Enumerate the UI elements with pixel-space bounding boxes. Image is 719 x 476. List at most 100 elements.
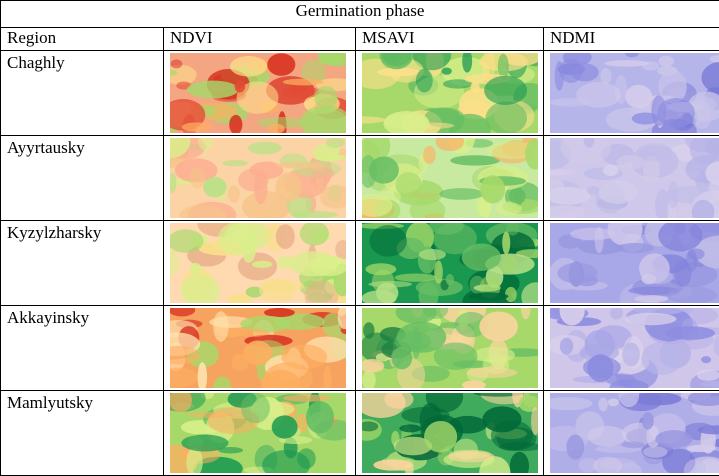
map-blob <box>688 248 705 259</box>
image-cell <box>164 391 356 476</box>
map-blob <box>598 181 638 204</box>
table-title: Germination phase <box>1 1 719 28</box>
table-row: Mamlyutsky <box>1 391 719 476</box>
map-blob <box>252 261 273 268</box>
map-blob <box>616 243 654 253</box>
ndvi-map <box>170 53 346 133</box>
map-blob <box>423 146 436 164</box>
image-cell <box>164 136 356 221</box>
page: {"table": {"title": "Germination phase",… <box>0 0 719 470</box>
map-blob <box>634 295 668 302</box>
image-cell <box>356 306 544 391</box>
header-cell: MSAVI <box>356 28 544 51</box>
map-blob <box>272 415 298 438</box>
map-blob <box>659 56 675 67</box>
table-row: Akkayinsky <box>1 306 719 391</box>
image-cell <box>164 51 356 136</box>
map-blob <box>642 274 657 284</box>
image-cell <box>544 391 719 476</box>
map-blob <box>595 227 604 253</box>
map-blob <box>505 287 517 302</box>
map-blob <box>603 165 618 177</box>
table: Germination phase RegionNDVIMSAVINDMI Ch… <box>0 0 719 476</box>
map-blob <box>283 79 324 86</box>
map-blob <box>604 60 649 67</box>
map-blob <box>171 59 183 68</box>
header-cell: NDVI <box>164 28 356 51</box>
map-blob <box>655 430 692 448</box>
map-blob <box>181 435 228 452</box>
region-cell: Kyzylzharsky <box>1 221 164 306</box>
map-blob <box>241 234 256 263</box>
map-blob <box>570 228 616 241</box>
image-cell <box>544 306 719 391</box>
map-blob <box>583 357 621 378</box>
map-blob <box>641 342 682 375</box>
map-blob <box>182 122 212 131</box>
map-blob <box>424 421 457 453</box>
map-blob <box>557 263 597 284</box>
map-blob <box>439 188 484 200</box>
map-blob <box>394 331 431 352</box>
msavi-map <box>362 308 538 388</box>
map-blob <box>238 169 269 192</box>
map-blob <box>479 312 518 342</box>
ndmi-map <box>550 223 719 303</box>
image-cell <box>356 391 544 476</box>
ndmi-map <box>550 138 719 218</box>
map-blob <box>622 442 645 449</box>
map-blob <box>668 181 678 209</box>
map-blob <box>625 313 676 326</box>
table-row: Ayyrtausky <box>1 136 719 221</box>
map-blob <box>450 155 500 165</box>
map-blob <box>313 154 346 161</box>
map-blob <box>311 161 324 172</box>
table-row: Kyzylzharsky <box>1 221 719 306</box>
map-blob <box>231 354 249 371</box>
map-blob <box>291 211 338 218</box>
map-blob <box>502 231 510 254</box>
map-blob <box>462 243 501 270</box>
map-blob <box>588 426 627 447</box>
map-blob <box>369 156 399 183</box>
map-blob <box>395 172 422 197</box>
map-blob <box>189 167 205 188</box>
map-blob <box>632 113 659 125</box>
map-blob <box>686 170 701 177</box>
map-blob <box>267 53 295 76</box>
map-blob <box>248 142 282 155</box>
map-blob <box>643 446 667 457</box>
image-cell <box>544 136 719 221</box>
map-blob <box>550 98 591 106</box>
image-cell <box>544 221 719 306</box>
map-blob <box>369 225 407 257</box>
map-blob <box>448 451 495 463</box>
map-blob <box>373 459 412 470</box>
ndmi-map <box>550 53 719 133</box>
msavi-map <box>362 393 538 473</box>
map-blob <box>587 186 599 195</box>
map-blob <box>187 81 239 99</box>
map-blob <box>228 185 240 203</box>
map-blob <box>230 56 267 77</box>
region-cell: Mamlyutsky <box>1 391 164 476</box>
ndvi-map <box>170 138 346 218</box>
map-blob <box>190 263 202 275</box>
header-cell: Region <box>1 28 164 51</box>
map-blob <box>491 420 533 450</box>
map-blob <box>399 424 421 432</box>
map-blob <box>559 59 583 83</box>
map-blob <box>395 273 437 281</box>
map-blob <box>566 435 584 460</box>
map-blob <box>495 202 521 215</box>
map-blob <box>480 175 505 203</box>
map-blob <box>222 160 247 166</box>
map-blob <box>484 76 527 105</box>
ndvi-map <box>170 308 346 388</box>
map-blob <box>701 356 711 363</box>
map-blob <box>657 98 695 128</box>
map-blob <box>276 172 302 202</box>
map-blob <box>314 86 337 109</box>
image-cell <box>356 51 544 136</box>
